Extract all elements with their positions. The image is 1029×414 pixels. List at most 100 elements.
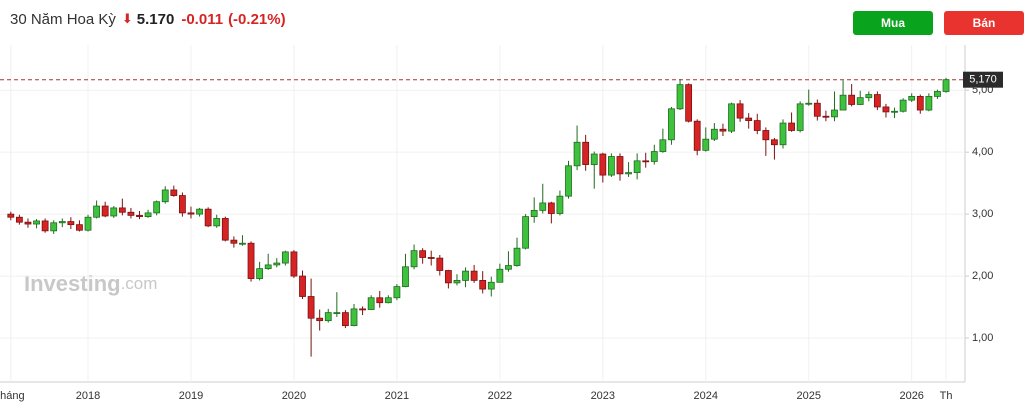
candle-body — [281, 251, 289, 264]
candle-body — [728, 103, 735, 132]
candle-body — [633, 160, 641, 174]
candle-body — [41, 220, 49, 232]
candle-body — [256, 268, 264, 279]
sell-button[interactable]: Bán — [944, 11, 1024, 35]
candle-body — [788, 122, 795, 131]
candle-body — [590, 153, 598, 165]
candle-body — [522, 216, 529, 249]
candle-body — [350, 308, 358, 327]
candle-body — [15, 216, 23, 223]
candle-body — [856, 97, 864, 105]
candle-body — [402, 266, 409, 287]
candle-body — [487, 281, 495, 290]
last-price-label: 5,170 — [969, 74, 997, 86]
candle-body — [170, 189, 178, 196]
candle-body — [7, 213, 15, 218]
candle-body — [505, 265, 512, 270]
candle-body — [453, 280, 461, 284]
instrument-title: 30 Năm Hoa Kỳ — [10, 10, 116, 28]
candle-body — [393, 286, 401, 299]
candle-body — [813, 102, 821, 117]
y-tick-label: 3,00 — [972, 208, 993, 220]
candle-body — [187, 212, 195, 215]
candle-body — [67, 221, 75, 226]
x-tick-label: 2026 — [899, 390, 923, 402]
candle-body — [891, 110, 898, 113]
candle-body — [178, 195, 186, 214]
candle-body — [693, 120, 701, 151]
change: -0.011 — [181, 10, 224, 28]
x-tick-label: 2019 — [179, 390, 203, 402]
candle-body — [444, 270, 452, 284]
candle-body — [101, 205, 109, 217]
candle-body — [127, 211, 135, 216]
candle-body — [873, 94, 881, 108]
candle-body — [608, 156, 615, 176]
watermark-suffix: .com — [121, 274, 158, 293]
candle-body — [779, 122, 787, 146]
candle-body — [213, 218, 221, 227]
candle-body — [376, 297, 384, 304]
header: 30 Năm Hoa Kỳ ⬇ 5.170 -0.011 (-0.21%) — [10, 8, 291, 30]
candle-body — [642, 160, 650, 163]
candle-body — [736, 103, 744, 119]
candle-body — [479, 280, 487, 290]
x-tick-label: tháng — [0, 390, 25, 402]
candle-body — [822, 115, 830, 118]
candle-body — [796, 103, 804, 131]
candle-body — [676, 84, 684, 110]
candle-body — [307, 296, 315, 319]
candle-body — [196, 208, 203, 215]
candle-body — [848, 94, 856, 105]
candle-body — [668, 108, 675, 141]
candle-body — [650, 151, 658, 162]
candle-body — [899, 99, 907, 112]
candle-body — [702, 138, 710, 151]
candle-body — [762, 130, 770, 141]
candle-body — [84, 216, 92, 231]
candle-body — [916, 96, 924, 111]
candle-body — [831, 109, 838, 118]
candle-body — [925, 96, 933, 111]
y-tick-label: 2,00 — [972, 270, 993, 282]
candle-body — [659, 139, 667, 152]
x-tick-label: Th — [940, 390, 953, 402]
watermark: Investing.com — [24, 271, 157, 296]
candle-body — [24, 221, 32, 225]
candle-body — [745, 117, 753, 121]
candle-body — [462, 270, 469, 281]
candle-body — [908, 96, 916, 101]
candle-body — [573, 141, 581, 167]
candle-body — [299, 275, 306, 297]
x-tick-label: 2024 — [694, 390, 718, 402]
candle-body — [942, 79, 950, 92]
buy-button[interactable]: Mua — [853, 11, 933, 35]
candle-body — [427, 257, 435, 259]
candle-body — [273, 262, 281, 266]
candle-body — [359, 308, 366, 311]
candle-body — [410, 250, 418, 268]
price: 5.170 — [136, 10, 175, 28]
candle-body — [599, 153, 607, 176]
candle-body — [316, 317, 324, 322]
x-tick-label: 2025 — [796, 390, 820, 402]
x-tick-label: 2022 — [488, 390, 512, 402]
candle-body — [719, 128, 727, 132]
candle-body — [93, 205, 100, 218]
candle-body — [161, 189, 169, 203]
candle-body — [204, 208, 212, 227]
candle-body — [710, 128, 718, 140]
y-tick-label: 4,00 — [972, 146, 993, 158]
candle-body — [685, 84, 693, 122]
candle-body — [616, 156, 624, 175]
candle-body — [547, 202, 555, 214]
candle-body — [882, 106, 890, 113]
candle-body — [33, 220, 40, 225]
x-tick-label: 2023 — [591, 390, 615, 402]
candle-body — [247, 242, 255, 279]
candle-body — [753, 120, 761, 131]
candle-body — [565, 165, 572, 197]
x-tick-label: 2020 — [282, 390, 306, 402]
candle-body — [865, 94, 873, 99]
